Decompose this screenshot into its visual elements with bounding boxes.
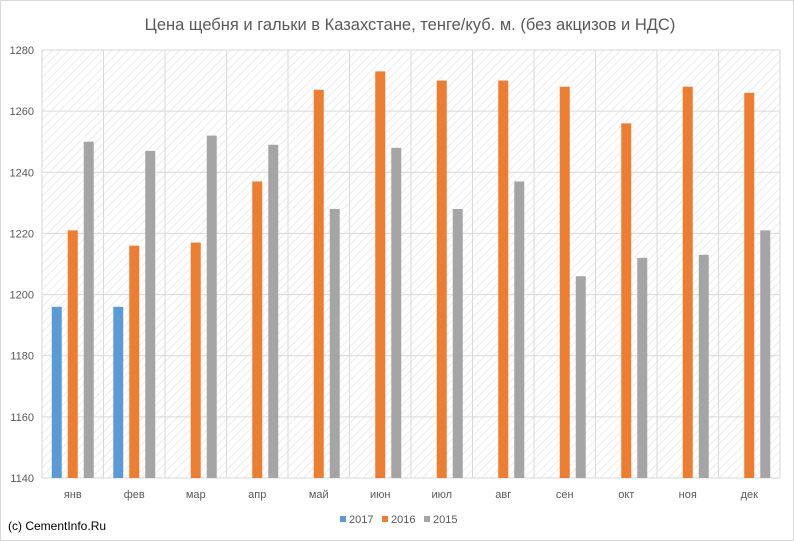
bar-2015-май [329,208,340,478]
legend-item-2017: 2017 [340,514,373,526]
bar-2016-янв [67,230,78,478]
bars-layer [51,71,771,479]
x-category-label: мар [186,489,206,501]
bar-2016-апр [252,181,263,478]
credit-text: (c) CementInfo.Ru [8,519,106,533]
legend-item-2016: 2016 [382,514,415,526]
x-category-label: дек [741,489,759,501]
bar-2017-фев [113,306,124,478]
x-category-label: апр [248,489,266,501]
bar-2015-июл [452,208,463,478]
x-category-label: фев [124,489,145,501]
y-tick-label: 1280 [10,45,34,57]
bar-2016-дек [744,92,755,479]
bar-2016-сен [559,86,570,478]
bar-2016-авг [498,80,509,479]
bar-2015-фев [145,150,156,478]
legend-swatch [382,516,388,522]
x-axis-categories: янв фев мар апр май июн июл авг сен окт ноя дек [64,489,758,501]
bar-2016-мар [190,242,201,478]
x-category-label: июн [370,489,390,501]
bar-2015-окт [637,257,648,478]
legend-item-2015: 2015 [424,514,457,526]
bar-2017-янв [51,306,62,478]
x-category-label: окт [618,489,634,501]
x-category-label: ноя [679,489,697,501]
bar-2015-янв [83,141,94,478]
legend-swatch [340,516,346,522]
legend-label: 2015 [433,514,457,526]
bar-2016-ноя [682,86,693,478]
legend-label: 2017 [349,514,373,526]
y-tick-label: 1240 [10,167,34,179]
legend-swatch [424,516,430,522]
legend-label: 2016 [391,514,415,526]
bar-2016-май [313,89,324,478]
bar-2015-сен [575,276,586,478]
bar-2015-дек [760,230,771,478]
y-tick-label: 1260 [10,106,34,118]
x-category-label: июл [431,489,452,501]
bar-2015-апр [268,144,279,478]
grid-layer [41,49,781,479]
y-tick-label: 1200 [10,290,34,302]
chart-title: Цена щебня и гальки в Казахстане, тенге/… [145,16,676,34]
x-category-label: янв [64,489,82,501]
bar-2016-фев [129,245,140,478]
x-category-label: май [309,489,329,501]
x-category-label: сен [556,489,574,501]
bar-2016-июл [436,80,447,479]
y-tick-label: 1180 [10,351,34,363]
y-tick-label: 1140 [10,473,34,485]
bar-2016-июн [375,71,386,479]
legend: 2017 2016 2015 [340,514,457,526]
bar-2015-ноя [698,254,709,478]
y-tick-label: 1160 [10,412,34,424]
x-category-label: авг [495,489,511,501]
bar-2016-окт [621,123,632,478]
bar-2015-авг [514,181,525,478]
y-tick-label: 1220 [10,228,34,240]
bar-2015-мар [206,135,217,478]
y-axis-ticks: 1140 1160 1180 1200 1220 1240 1260 1280 [10,45,34,485]
bar-2015-июн [391,147,402,479]
